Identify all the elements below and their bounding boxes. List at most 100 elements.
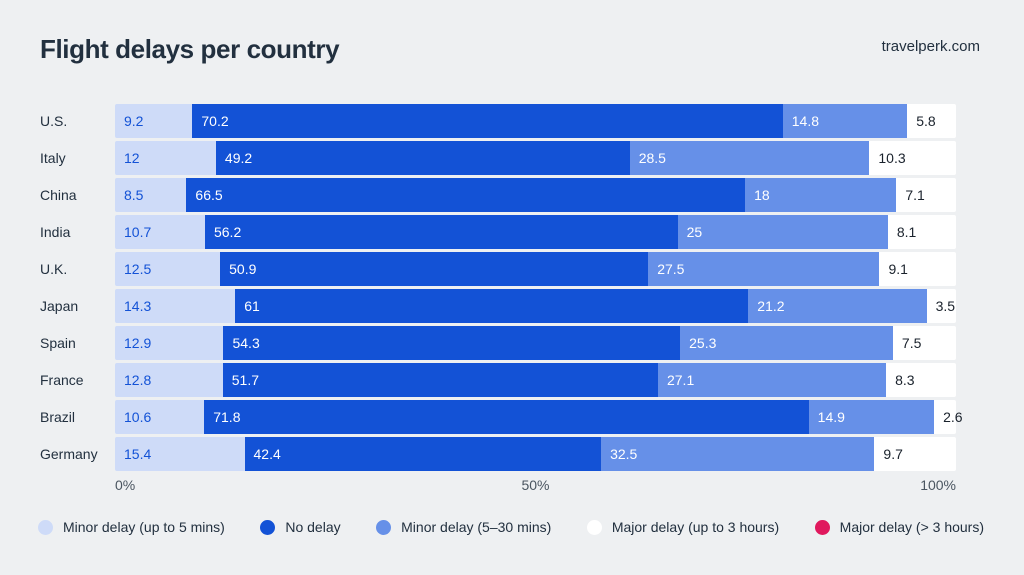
bar-row: 12.8 51.7 27.1 8.3 xyxy=(115,363,956,397)
bar-segment: 12.5 xyxy=(115,252,221,286)
bar-segment: 10.7 xyxy=(115,215,205,249)
bar-value-label: 9.2 xyxy=(124,113,144,129)
bar-segment: 2.6 xyxy=(934,400,963,434)
bar-value-label: 25 xyxy=(686,224,703,240)
bar-segment: 12 xyxy=(115,141,216,175)
bar-value-label: 71.8 xyxy=(213,409,241,425)
bar-value-label: 9.1 xyxy=(888,261,908,277)
bar-value-label: 10.6 xyxy=(124,409,152,425)
category-label: India xyxy=(40,224,71,240)
bar-value-label: 21.2 xyxy=(757,298,785,314)
bar-value-label: 3.5 xyxy=(935,298,956,314)
bar-segment: 10.3 xyxy=(869,141,956,175)
page-title: Flight delays per country xyxy=(40,34,340,64)
bar-segment: 49.2 xyxy=(215,141,630,175)
bar-value-label: 7.1 xyxy=(905,187,925,203)
x-tick-100: 100% xyxy=(920,477,956,493)
x-tick-50: 50% xyxy=(521,477,550,493)
bar-value-label: 7.5 xyxy=(901,335,922,351)
bar-value-label: 50.9 xyxy=(229,261,257,277)
bar-segment: 12.9 xyxy=(115,326,224,360)
bar-value-label: 51.7 xyxy=(231,372,259,388)
bar-value-label: 28.5 xyxy=(638,150,666,166)
bar-value-label: 14.8 xyxy=(791,113,819,129)
bar-value-label: 15.4 xyxy=(124,446,152,462)
bar-value-label: 25.3 xyxy=(689,335,717,351)
bar-value-label: 54.3 xyxy=(232,335,260,351)
legend-dot-icon xyxy=(38,519,53,535)
legend-label: Minor delay (up to 5 mins) xyxy=(63,519,225,535)
bar-value-label: 2.6 xyxy=(943,409,963,425)
bar-rows: 9.2 70.2 14.8 5.8 12 49.2 28.5 10.3 8.5 66.5 18 7.1… xyxy=(115,104,963,474)
bar-segment: 7.5 xyxy=(892,326,956,360)
bar-segment: 21.2 xyxy=(748,289,927,323)
legend-item: Minor delay (up to 5 mins) xyxy=(38,519,225,535)
bar-row: 8.5 66.5 18 7.1 xyxy=(115,178,956,212)
bar-value-label: 5.8 xyxy=(916,113,936,129)
bar-value-label: 9.7 xyxy=(883,446,903,462)
bar-value-label: 14.9 xyxy=(817,409,845,425)
bar-row: 9.2 70.2 14.8 5.8 xyxy=(115,104,956,138)
legend-label: No delay xyxy=(285,519,341,535)
legend-dot-icon xyxy=(376,519,392,535)
legend-dot-icon xyxy=(814,519,830,535)
bar-segment: 8.1 xyxy=(887,215,956,249)
bar-value-label: 18 xyxy=(754,187,770,203)
bar-segment: 42.4 xyxy=(244,437,602,471)
bar-segment: 28.5 xyxy=(629,141,870,175)
bar-value-label: 42.4 xyxy=(253,446,281,462)
bar-segment: 9.1 xyxy=(879,252,956,286)
bar-segment: 61 xyxy=(235,289,749,323)
bar-value-label: 8.3 xyxy=(895,372,915,388)
bar-row: 15.4 42.4 32.5 9.7 xyxy=(115,437,956,471)
bar-segment: 9.7 xyxy=(874,437,956,471)
bar-value-label: 8.5 xyxy=(124,187,144,203)
bar-segment: 14.8 xyxy=(782,104,908,138)
bar-segment: 27.5 xyxy=(648,252,880,286)
bar-segment: 56.2 xyxy=(204,215,678,249)
bar-segment: 8.5 xyxy=(115,178,187,212)
bar-value-label: 49.2 xyxy=(224,150,253,166)
bar-value-label: 12.5 xyxy=(124,261,152,277)
bar-value-label: 12.9 xyxy=(124,335,152,351)
bar-row: 12.9 54.3 25.3 7.5 xyxy=(115,326,956,360)
legend-label: Major delay (> 3 hours) xyxy=(839,519,984,535)
legend-label: Major delay (up to 3 hours) xyxy=(611,519,780,535)
legend-item: Major delay (up to 3 hours) xyxy=(586,519,780,535)
category-label: France xyxy=(40,372,84,388)
legend-label: Minor delay (5–30 mins) xyxy=(401,519,552,535)
bar-segment: 7.1 xyxy=(896,178,956,212)
bar-value-label: 56.2 xyxy=(213,224,242,240)
x-tick-0: 0% xyxy=(115,477,136,493)
bar-value-label: 10.7 xyxy=(124,224,152,240)
bar-value-label: 12.8 xyxy=(124,372,152,388)
bar-segment: 25 xyxy=(677,215,888,249)
bar-segment: 70.2 xyxy=(192,104,783,138)
bar-row: 12.5 50.9 27.5 9.1 xyxy=(115,252,956,286)
bar-value-label: 32.5 xyxy=(610,446,638,462)
legend-item: Major delay (> 3 hours) xyxy=(814,519,984,535)
bar-value-label: 12 xyxy=(124,150,140,166)
bar-value-label: 70.2 xyxy=(201,113,229,129)
bar-segment: 51.7 xyxy=(222,363,658,397)
bar-segment: 66.5 xyxy=(186,178,746,212)
category-labels: U.S. Italy China India U.K. Japan Spain France B… xyxy=(40,104,110,474)
category-label: U.S. xyxy=(40,113,68,129)
bar-segment: 27.1 xyxy=(657,363,887,397)
bar-segment: 14.9 xyxy=(808,400,935,434)
legend-dot-icon xyxy=(586,519,602,535)
category-label: Germany xyxy=(40,446,98,462)
bar-segment: 8.3 xyxy=(886,363,956,397)
bar-segment: 54.3 xyxy=(223,326,681,360)
bar-segment: 71.8 xyxy=(204,400,809,434)
category-label: Brazil xyxy=(40,409,76,425)
bar-segment: 12.8 xyxy=(115,363,223,397)
bar-segment: 25.3 xyxy=(680,326,893,360)
bar-segment: 10.6 xyxy=(115,400,205,434)
bar-segment: 5.8 xyxy=(907,104,956,138)
category-label: Italy xyxy=(40,150,66,166)
bar-segment: 3.5 xyxy=(926,289,957,323)
category-label: U.K. xyxy=(40,261,68,277)
category-label: Japan xyxy=(40,298,79,314)
bar-value-label: 61 xyxy=(244,298,260,314)
